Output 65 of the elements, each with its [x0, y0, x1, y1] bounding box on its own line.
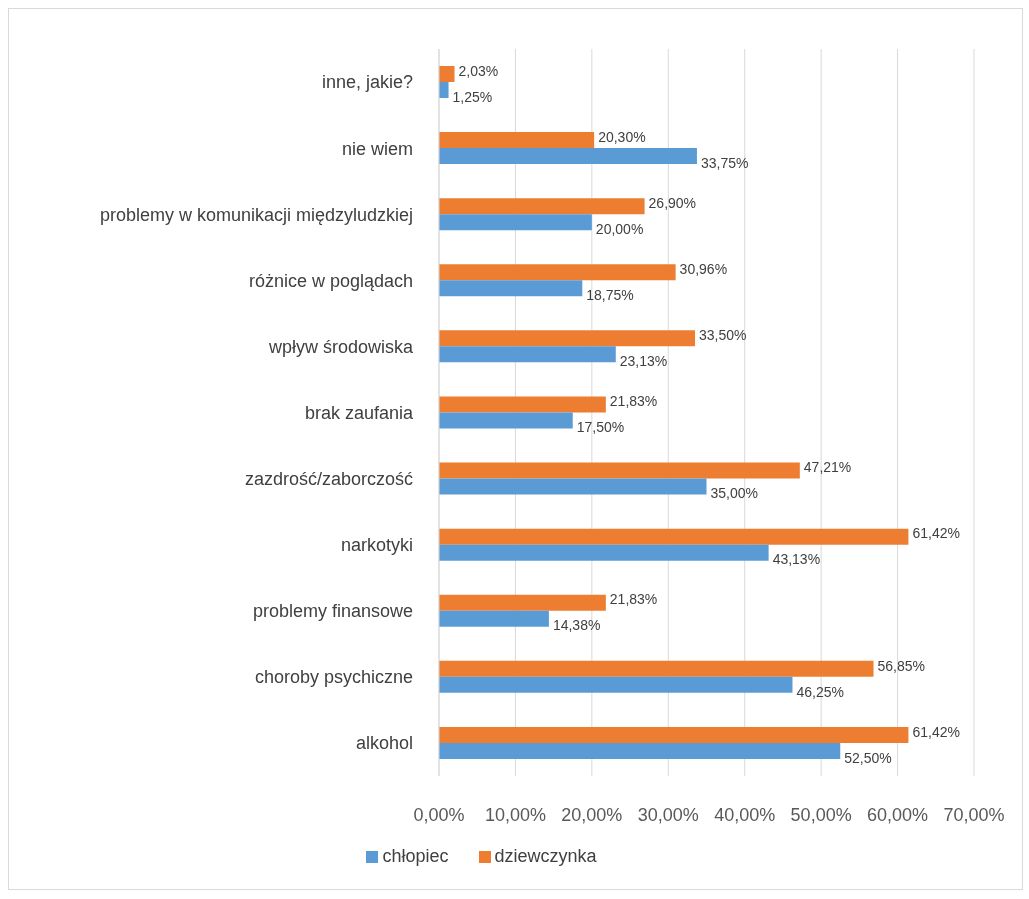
data-label: 17,50% — [576, 419, 625, 436]
data-label: 52,50% — [844, 749, 892, 766]
x-tick-label: 0,00% — [413, 804, 465, 825]
y-tick-label: nie wiem — [341, 138, 413, 159]
bar — [439, 544, 769, 561]
bar — [439, 610, 549, 627]
data-label: 33,50% — [699, 327, 747, 344]
y-tick-label: choroby psychiczne — [254, 667, 413, 688]
data-label: 56,85% — [877, 657, 925, 674]
data-label: 20,00% — [595, 220, 644, 237]
y-tick-label: wpływ środowiska — [267, 336, 414, 357]
x-tick-label: 60,00% — [867, 804, 929, 825]
bar — [439, 528, 909, 545]
legend-label: dziewczynka — [494, 846, 597, 866]
bar — [439, 478, 707, 495]
y-tick-label: narkotyki — [340, 535, 413, 556]
data-label: 43,13% — [772, 551, 821, 568]
bar — [439, 66, 455, 82]
data-label: 20,30% — [598, 128, 646, 145]
x-tick-label: 40,00% — [714, 804, 776, 825]
data-label: 21,83% — [609, 393, 658, 410]
bar — [439, 132, 595, 149]
bar — [439, 462, 800, 479]
bar — [439, 676, 793, 693]
bar — [439, 346, 616, 363]
data-label: 61,42% — [912, 525, 960, 542]
bar — [439, 660, 874, 677]
bar — [439, 214, 592, 231]
data-label: 46,25% — [796, 683, 844, 700]
x-tick-label: 30,00% — [637, 804, 699, 825]
data-label: 35,00% — [710, 485, 758, 502]
data-label: 21,83% — [609, 591, 658, 608]
bar — [439, 264, 676, 281]
data-label: 14,38% — [552, 617, 601, 634]
bar — [439, 742, 841, 759]
y-tick-label: problemy w komunikacji międzyludzkiej — [99, 204, 413, 225]
y-tick-label: inne, jakie? — [321, 72, 413, 93]
bar — [439, 726, 909, 743]
data-label: 1,25% — [452, 88, 493, 105]
bar — [439, 148, 697, 165]
bar — [439, 82, 449, 98]
bar — [439, 280, 583, 297]
legend-label: chłopiec — [382, 846, 449, 866]
y-tick-label: różnice w poglądach — [248, 270, 413, 291]
data-label: 18,75% — [586, 286, 634, 303]
bar — [439, 198, 645, 215]
data-label: 47,21% — [803, 459, 852, 476]
data-label: 26,90% — [648, 194, 697, 211]
y-tick-label: zazdrość/zaborczość — [244, 468, 413, 489]
data-label: 61,42% — [912, 723, 960, 740]
bar — [439, 330, 696, 347]
data-label: 23,13% — [619, 353, 668, 370]
y-tick-label: problemy finansowe — [252, 601, 413, 622]
data-label: 2,03% — [458, 62, 499, 79]
x-tick-label: 70,00% — [943, 804, 1005, 825]
x-tick-label: 50,00% — [790, 804, 852, 825]
bar — [439, 594, 606, 611]
data-label: 30,96% — [679, 260, 728, 277]
x-tick-label: 20,00% — [561, 804, 623, 825]
y-tick-label: alkohol — [355, 733, 413, 754]
x-tick-label: 10,00% — [484, 804, 546, 825]
bar — [439, 396, 606, 413]
data-label: 33,75% — [700, 154, 749, 171]
y-tick-label: brak zaufania — [304, 402, 414, 423]
bar — [439, 412, 573, 429]
